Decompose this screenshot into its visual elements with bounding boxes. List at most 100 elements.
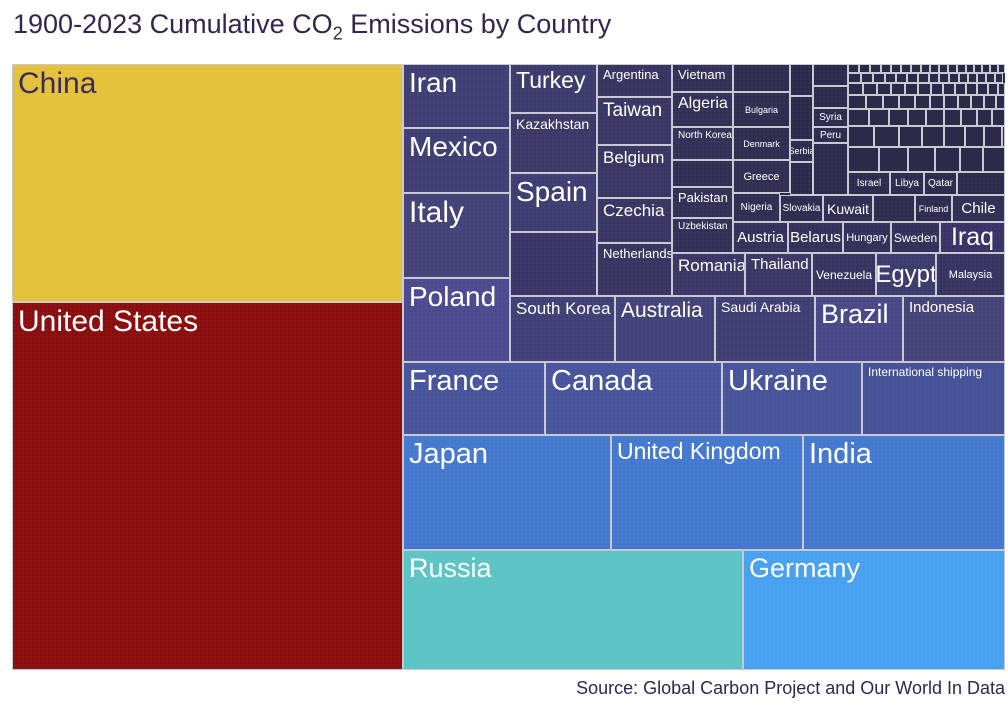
treemap-cell-label: Algeria: [678, 95, 728, 112]
treemap-cell-unlabeled: [986, 73, 995, 83]
treemap-cell-unlabeled: [848, 126, 874, 147]
treemap-cell-label: Canada: [551, 365, 653, 397]
treemap-cell-turkey: Turkey: [510, 64, 597, 113]
treemap-cell-unlabeled: [870, 64, 881, 73]
treemap-cell-unlabeled: [982, 64, 990, 73]
treemap-cell-greece: Greece: [733, 160, 790, 193]
treemap-cell-unlabeled: [955, 83, 966, 95]
treemap-cell-slovakia: Slovakia: [780, 195, 823, 222]
treemap-cell-unlabeled: [929, 73, 939, 83]
treemap-cell-unlabeled: [863, 83, 877, 95]
treemap-cell-germany: Germany: [743, 550, 1005, 670]
treemap-cell-france: France: [403, 362, 545, 435]
treemap-cell-serbia: Serbia: [790, 140, 813, 162]
treemap-cell-unlabeled: [966, 83, 977, 95]
treemap-cell-unlabeled: [944, 95, 958, 109]
treemap-cell-unlabeled: [918, 83, 931, 95]
treemap-cell-unlabeled: [790, 162, 813, 195]
treemap-cell-unlabeled: [921, 64, 930, 73]
treemap-cell-unlabeled: [891, 83, 905, 95]
treemap-cell-unlabeled: [813, 64, 848, 86]
treemap-cell-unlabeled: [977, 109, 992, 126]
treemap-cell-unlabeled: [977, 73, 986, 83]
treemap-cell-unlabeled: [960, 147, 983, 172]
treemap-cell-unlabeled: [992, 109, 1005, 126]
treemap-cell-nigeria: Nigeria: [733, 193, 780, 222]
treemap-cell-unlabeled: [848, 95, 866, 109]
treemap-cell-iran: Iran: [403, 64, 510, 128]
treemap-cell-label: Sweden: [894, 231, 937, 245]
treemap-cell-unlabeled: [998, 64, 1005, 73]
treemap-cell-australia: Australia: [615, 296, 715, 362]
treemap-cell-label: Ukraine: [728, 365, 828, 397]
treemap-cell-label: Brazil: [821, 299, 889, 329]
treemap-cell-brazil: Brazil: [815, 296, 903, 362]
treemap-cell-hungary: Hungary: [843, 222, 891, 253]
treemap-cell-label: Netherlands: [603, 246, 672, 261]
treemap-cell-unlabeled: [1002, 126, 1005, 147]
treemap-cell-unlabeled: [891, 64, 901, 73]
treemap-cell-label: Iraq: [951, 223, 994, 252]
treemap-cell-libya: Libya: [890, 172, 924, 195]
treemap-cell-label: Chile: [961, 200, 995, 217]
treemap-cell-label: Belarus: [790, 229, 841, 246]
treemap-cell-czechia: Czechia: [597, 198, 672, 243]
treemap-cell-unlabeled: [866, 95, 883, 109]
treemap-chart: ChinaUnited StatesIranMexicoItalyPolandT…: [12, 64, 1005, 670]
treemap-cell-label: Czechia: [603, 201, 664, 220]
treemap-cell-label: Russia: [409, 553, 492, 583]
treemap-cell-label: Thailand: [751, 256, 809, 273]
treemap-cell-unlabeled: [990, 64, 998, 73]
treemap-cell-unlabeled: [881, 64, 891, 73]
treemap-cell-unlabeled: [733, 64, 790, 92]
treemap-cell-label: Poland: [409, 281, 496, 312]
treemap-cell-label: Vietnam: [678, 67, 725, 82]
treemap-cell-unlabeled: [939, 64, 948, 73]
treemap-cell-label: Slovakia: [783, 203, 821, 214]
treemap-cell-unlabeled: [988, 83, 998, 95]
treemap-cell-unlabeled: [790, 64, 813, 96]
treemap-cell-label: North Korea: [678, 130, 732, 141]
treemap-cell-label: Peru: [820, 130, 841, 141]
treemap-cell-unlabeled: [908, 109, 926, 126]
treemap-cell-unlabeled: [948, 64, 957, 73]
treemap-cell-unlabeled: [918, 73, 929, 83]
treemap-cell-unlabeled: [848, 83, 863, 95]
treemap-cell-unlabeled: [911, 64, 921, 73]
treemap-cell-label: Romania: [678, 256, 745, 275]
treemap-cell-netherlands: Netherlands: [597, 243, 672, 296]
treemap-cell-unlabeled: [931, 83, 943, 95]
treemap-cell-belarus: Belarus: [788, 222, 843, 253]
treemap-cell-italy: Italy: [403, 193, 510, 278]
treemap-cell-china: China: [12, 64, 403, 302]
treemap-cell-unlabeled: [883, 95, 899, 109]
treemap-cell-unlabeled: [966, 64, 974, 73]
treemap-cell-label: United Kingdom: [617, 438, 781, 464]
treemap-cell-saudi-arabia: Saudi Arabia: [715, 296, 815, 362]
treemap-cell-label: Pakistan: [678, 190, 728, 205]
treemap-cell-denmark: Denmark: [733, 127, 790, 160]
treemap-cell-unlabeled: [998, 83, 1005, 95]
treemap-cell-label: Serbia: [790, 146, 813, 156]
treemap-cell-unlabeled: [961, 109, 977, 126]
treemap-cell-austria: Austria: [733, 222, 788, 253]
chart-title-prefix: 1900-2023 Cumulative CO: [13, 9, 333, 39]
treemap-cell-vietnam: Vietnam: [672, 64, 733, 92]
treemap-cell-united-states: United States: [12, 302, 403, 670]
treemap-cell-label: Israel: [857, 178, 881, 189]
treemap-cell-international-shipping: International shipping: [862, 362, 1005, 435]
treemap-cell-venezuela: Venezuela: [812, 253, 876, 296]
treemap-cell-label: United States: [18, 305, 198, 338]
treemap-cell-argentina: Argentina: [597, 64, 672, 97]
treemap-cell-syria: Syria: [813, 108, 848, 127]
treemap-cell-label: Nigeria: [741, 202, 773, 213]
treemap-cell-unlabeled: [899, 126, 922, 147]
treemap-cell-north-korea: North Korea: [672, 127, 733, 160]
treemap-cell-unlabeled: [896, 73, 907, 83]
treemap-cell-unlabeled: [861, 73, 873, 83]
treemap-cell-unlabeled: [813, 143, 848, 195]
treemap-cell-label: Australia: [621, 299, 703, 322]
treemap-cell-unlabeled: [899, 95, 915, 109]
chart-title-suffix: Emissions by Country: [343, 9, 612, 39]
treemap-cell-unlabeled: [968, 73, 977, 83]
